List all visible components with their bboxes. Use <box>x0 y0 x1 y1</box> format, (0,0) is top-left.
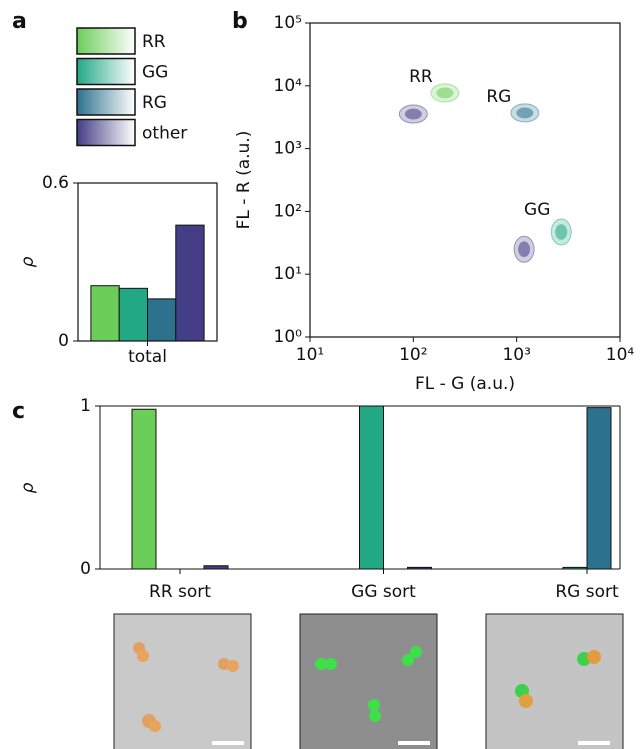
y-tick-label: 0 <box>80 559 91 579</box>
y-axis-label: FL - R (a.u.) <box>234 131 254 230</box>
panel-label: a <box>12 9 27 34</box>
micrograph <box>486 614 623 749</box>
bar <box>360 406 384 569</box>
legend-label: GG <box>142 63 168 83</box>
legend-label: other <box>142 124 187 144</box>
y-tick-label: 10⁰ <box>274 327 303 347</box>
y-tick-label: 10³ <box>274 139 302 159</box>
x-tick-label: 10² <box>399 345 427 365</box>
bar <box>91 286 119 341</box>
legend-label: RG <box>142 93 167 113</box>
x-tick-label: 10⁴ <box>606 345 635 365</box>
panel-label: c <box>12 399 25 424</box>
y-tick-label: 10² <box>274 201 302 221</box>
bar <box>176 225 204 341</box>
bar <box>119 288 147 341</box>
figure: aRRGGRGother00.6ρtotalb10¹10²10³10⁴10⁰10… <box>0 0 640 749</box>
density-core <box>555 224 567 240</box>
legend-swatch <box>77 59 135 85</box>
legend-swatch <box>77 120 135 146</box>
y-axis-label: ρ <box>18 256 38 267</box>
cluster-label: GG <box>524 200 550 220</box>
x-tick-label: 10³ <box>502 345 530 365</box>
density-core <box>436 88 453 99</box>
density-core <box>405 109 422 120</box>
legend-swatch <box>77 89 135 115</box>
density-core <box>516 108 533 119</box>
y-tick-label: 10⁴ <box>274 76 303 96</box>
x-tick-label: total <box>128 347 167 367</box>
bar <box>587 408 611 569</box>
x-tick-label: RR sort <box>149 582 211 602</box>
x-axis-label: FL - G (a.u.) <box>415 374 515 394</box>
y-tick-label: 10⁵ <box>274 13 302 33</box>
x-tick-label: 10¹ <box>296 345 324 365</box>
y-axis-label: ρ <box>18 482 38 493</box>
cluster-label: RR <box>409 67 433 87</box>
cluster-label: RG <box>486 87 511 107</box>
bar <box>148 299 176 341</box>
y-tick-label: 0 <box>58 331 69 351</box>
axes-frame <box>310 23 620 337</box>
y-tick-label: 10¹ <box>274 264 302 284</box>
panel-label: b <box>232 9 248 34</box>
x-tick-label: RG sort <box>555 582 619 602</box>
x-tick-label: GG sort <box>351 582 416 602</box>
micrograph <box>114 614 251 749</box>
density-core <box>518 241 530 257</box>
micrograph <box>300 614 437 749</box>
y-tick-label: 0.6 <box>42 173 69 193</box>
bar <box>132 409 156 569</box>
legend-swatch <box>77 28 135 54</box>
legend-label: RR <box>142 32 166 52</box>
y-tick-label: 1 <box>80 396 91 416</box>
